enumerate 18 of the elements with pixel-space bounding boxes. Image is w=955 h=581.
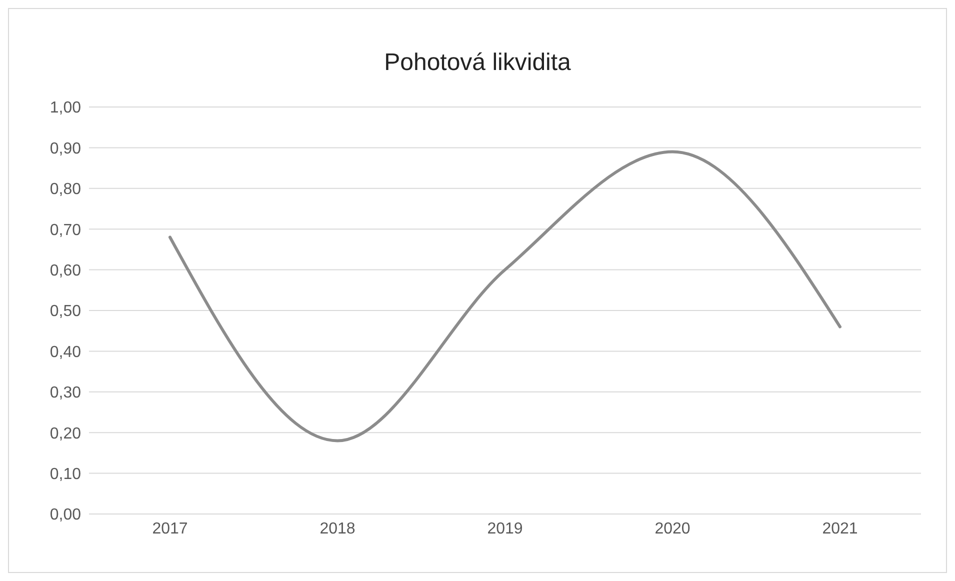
y-tick-label: 0,60 bbox=[50, 262, 82, 280]
x-tick-label: 2021 bbox=[822, 520, 858, 538]
y-tick-label: 0,30 bbox=[50, 384, 82, 402]
x-tick-label: 2018 bbox=[320, 520, 356, 538]
x-tick-label: 2019 bbox=[487, 520, 523, 538]
chart-title: Pohotová likvidita bbox=[383, 49, 572, 77]
y-tick-label: 0,80 bbox=[50, 181, 82, 198]
x-tick-label: 2020 bbox=[654, 520, 690, 538]
y-tick-label: 0,70 bbox=[50, 222, 82, 239]
y-tick-label: 0,20 bbox=[50, 425, 82, 442]
y-tick-label: 0,00 bbox=[50, 506, 82, 524]
x-tick-label: 2017 bbox=[152, 520, 188, 538]
y-tick-label: 0,90 bbox=[50, 140, 82, 158]
y-tick-label: 1,00 bbox=[50, 100, 82, 117]
y-tick-label: 0,50 bbox=[50, 303, 82, 320]
line-series bbox=[168, 150, 842, 442]
y-tick-label: 0,10 bbox=[50, 466, 82, 483]
y-tick-label: 0,40 bbox=[50, 344, 82, 361]
